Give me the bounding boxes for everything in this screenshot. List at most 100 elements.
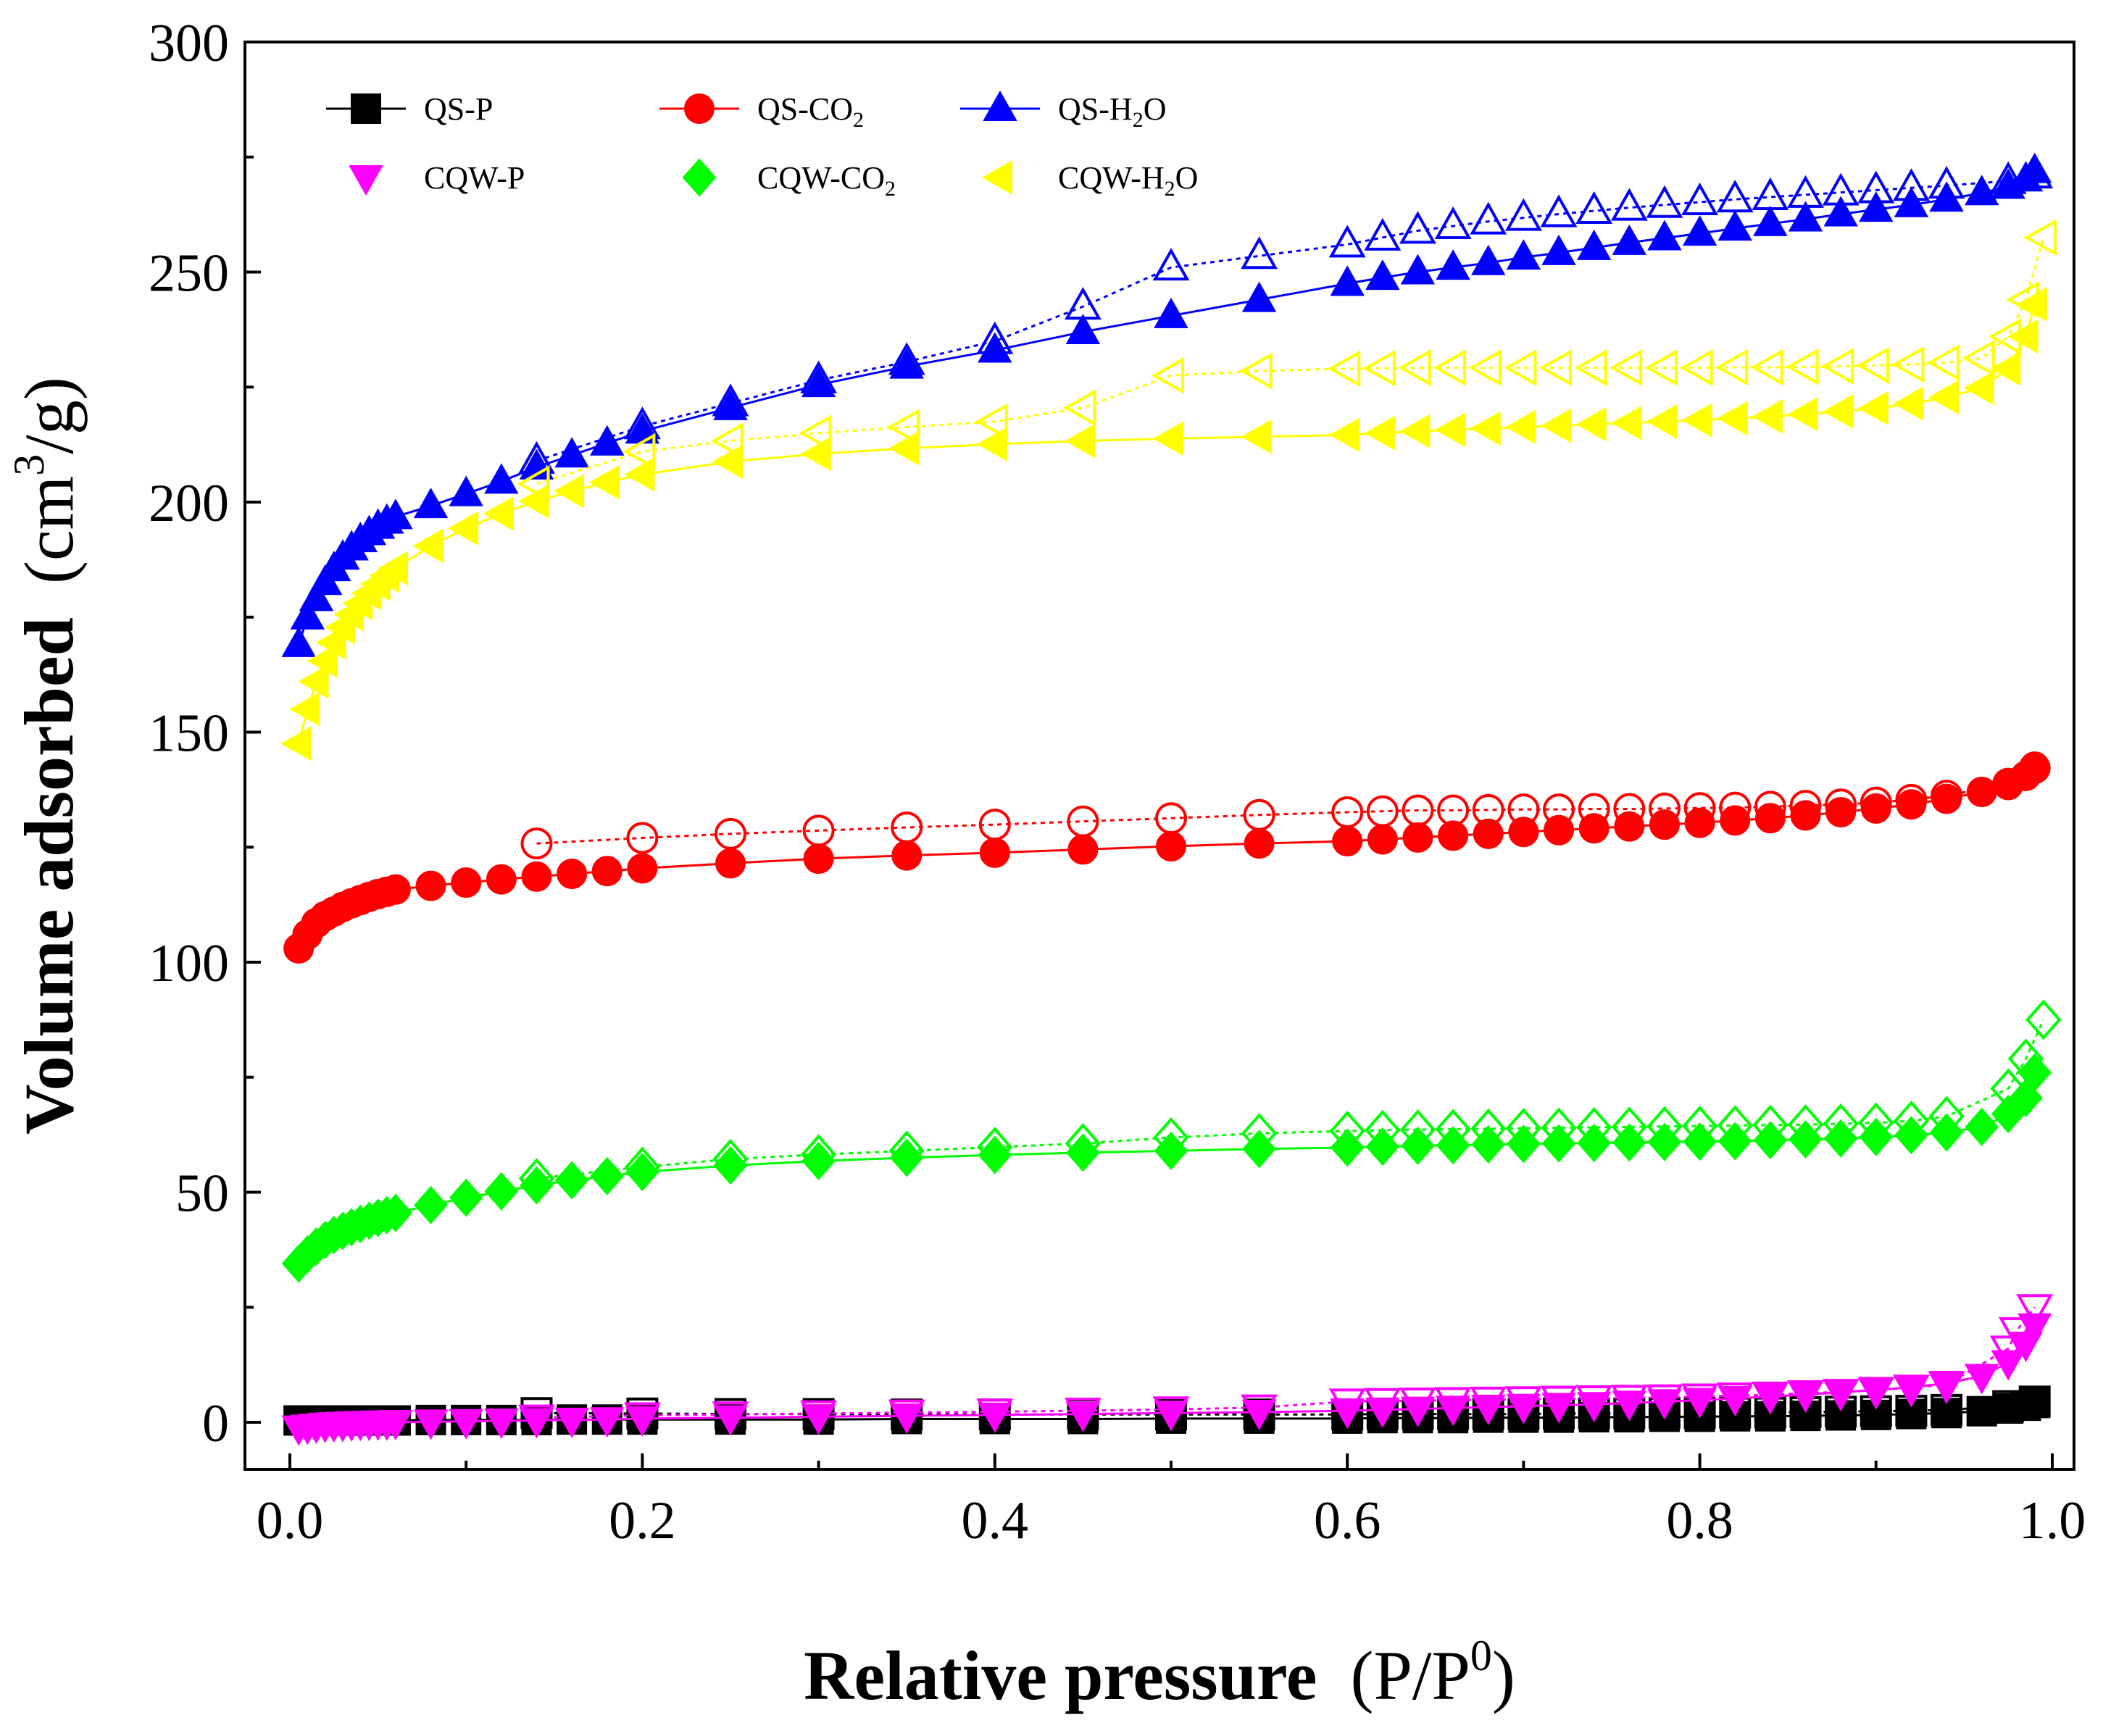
y-tick-label: 250 <box>149 244 229 304</box>
x-axis-title-unit-prefix: (P/P <box>1350 1637 1470 1714</box>
desorption-point <box>1644 349 1678 387</box>
adsorption-point <box>289 692 320 727</box>
desorption-point <box>1434 206 1472 239</box>
desorption-point <box>1610 188 1648 221</box>
adsorption-point <box>518 484 549 519</box>
adsorption-point <box>801 1404 836 1435</box>
desorption-point <box>1504 198 1542 231</box>
desorption-point <box>1786 348 1819 385</box>
adsorption-point <box>713 1146 748 1185</box>
desorption-point <box>1856 346 1889 384</box>
adsorption-point <box>715 848 746 879</box>
adsorption-point <box>1612 1390 1647 1422</box>
adsorption-point <box>1576 1392 1612 1423</box>
desorption-point <box>1152 248 1190 281</box>
adsorption-point <box>1682 215 1717 246</box>
adsorption-point <box>976 427 1007 462</box>
adsorption-point <box>298 664 329 699</box>
x-tick-label: 0.4 <box>962 1491 1029 1551</box>
axis-layer: 0.0 0.2 0.4 0.6 0.8 1.0 0 50 100 150 200 250 300 <box>149 14 2086 1551</box>
desorption-point <box>1575 191 1613 225</box>
adsorption-point <box>1575 406 1607 442</box>
adsorption-point <box>554 474 585 509</box>
adsorption-point <box>1470 411 1501 446</box>
legend-marker <box>983 90 1017 121</box>
desorption-line <box>536 1306 2036 1419</box>
adsorption-point <box>1788 1119 1823 1159</box>
adsorption-point <box>1400 254 1436 285</box>
adsorption-point <box>803 843 834 875</box>
adsorption-point <box>519 448 554 480</box>
adsorption-point <box>1894 1374 1929 1406</box>
x-tick-label: 1.0 <box>2019 1491 2086 1551</box>
adsorption-point <box>2007 319 2039 354</box>
y-tick-label: 200 <box>149 474 229 533</box>
desorption-point <box>1646 185 1683 218</box>
legend-marker <box>682 158 717 197</box>
adsorption-point <box>2017 1053 2052 1092</box>
adsorption-point <box>1576 229 1612 260</box>
adsorption-point <box>1473 818 1504 849</box>
legend-label-tail: O <box>1144 91 1167 127</box>
desorption-point <box>1241 236 1278 270</box>
adsorption-point <box>1928 380 1960 414</box>
adsorption-point <box>588 464 620 500</box>
desorption-point <box>2016 1294 2054 1327</box>
adsorption-point <box>1436 1126 1470 1165</box>
legend-label: QS-H2O <box>1058 91 1166 132</box>
y-tick-label: 150 <box>149 704 229 764</box>
adsorption-point <box>2009 1078 2043 1117</box>
adsorption-point <box>1508 817 1539 848</box>
desorption-point <box>1362 349 1396 387</box>
adsorption-point <box>1931 783 1962 814</box>
adsorption-point <box>1825 796 1857 827</box>
adsorption-point <box>1859 1377 1894 1409</box>
x-tick-label: 0.8 <box>1666 1491 1733 1551</box>
desorption-point <box>1574 349 1607 387</box>
series-CQW-P <box>281 1294 2054 1446</box>
adsorption-point <box>1717 1385 1752 1417</box>
adsorption-point <box>1506 239 1541 270</box>
adsorption-point <box>1893 386 1924 421</box>
desorption-point <box>1680 349 1713 387</box>
adsorption-point <box>2017 1313 2052 1344</box>
adsorption-point <box>801 1141 836 1180</box>
adsorption-point <box>1152 421 1183 456</box>
adsorption-point <box>1156 830 1186 861</box>
adsorption-point <box>889 348 924 379</box>
adsorption-point <box>299 580 334 612</box>
adsorption-point <box>449 1409 483 1440</box>
adsorption-point <box>1330 1128 1365 1167</box>
adsorption-point <box>1065 1401 1101 1432</box>
desorption-point <box>520 827 553 860</box>
y-tick-label: 0 <box>202 1394 229 1453</box>
adsorption-point <box>889 1138 924 1177</box>
legend-label-sub: 2 <box>885 177 896 201</box>
adsorption-point <box>624 457 655 492</box>
y-axis-title: Volume adsorbed (cm3/g) <box>5 377 88 1135</box>
adsorption-point <box>1541 1124 1576 1163</box>
adsorption-point <box>1505 409 1536 445</box>
adsorption-point <box>891 840 923 871</box>
adsorption-point <box>1242 1130 1276 1169</box>
desorption-point <box>1470 201 1507 235</box>
adsorption-point <box>2019 751 2050 783</box>
adsorption-point <box>280 726 312 761</box>
adsorption-point <box>1154 297 1188 328</box>
adsorption-point <box>1612 1123 1646 1162</box>
adsorption-point <box>1647 220 1682 251</box>
legend-label: CQW-P <box>424 160 525 196</box>
adsorption-point <box>1506 1393 1541 1424</box>
adsorption-point <box>590 1407 625 1438</box>
adsorption-point <box>521 861 552 892</box>
adsorption-point <box>1717 1122 1752 1161</box>
adsorption-point <box>1544 814 1575 846</box>
adsorption-point <box>307 643 338 678</box>
adsorption-point <box>1647 1389 1682 1420</box>
desorption-point <box>1504 349 1537 387</box>
desorption-point <box>1063 389 1096 427</box>
adsorption-point <box>449 1178 483 1217</box>
legend-label: QS-P <box>424 91 493 127</box>
adsorption-point <box>1684 807 1715 838</box>
adsorption-point <box>1860 793 1891 824</box>
